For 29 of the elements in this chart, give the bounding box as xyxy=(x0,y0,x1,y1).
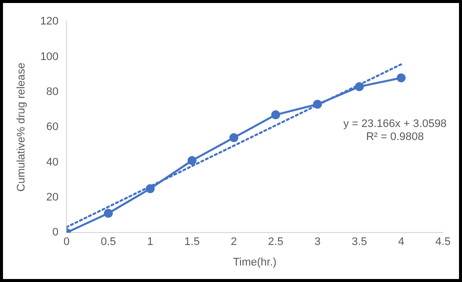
x-tick-label: 2 xyxy=(230,236,237,248)
x-tick-label: 3 xyxy=(314,236,321,248)
point xyxy=(104,208,113,218)
y-tick-label: 100 xyxy=(40,50,59,63)
y-tick-label: 60 xyxy=(46,121,59,134)
x-tick-label: 2.5 xyxy=(268,236,284,248)
y-tick-label: 20 xyxy=(46,191,59,204)
x-tick-label: 4 xyxy=(398,236,404,248)
x-tick-label: 4.5 xyxy=(435,236,451,248)
point xyxy=(229,133,238,142)
point xyxy=(271,110,280,120)
point xyxy=(354,82,364,92)
point xyxy=(396,73,406,82)
point xyxy=(313,100,322,109)
y-tick-label: 40 xyxy=(46,156,59,168)
x-tick-label: 1.5 xyxy=(184,236,200,248)
x-tick-label: 1 xyxy=(147,236,154,248)
y-tick-label: 0 xyxy=(52,226,59,239)
x-axis-title: Time(hr.) xyxy=(232,256,277,268)
x-tick-label: 0 xyxy=(63,236,70,248)
point xyxy=(146,184,155,194)
y-tick-label: 120 xyxy=(40,16,59,28)
x-tick-label: 3.5 xyxy=(352,236,367,248)
annotation: R² = 0.9808 xyxy=(366,131,424,144)
annotation: y = 23.166x + 3.0598 xyxy=(343,118,447,130)
y-axis-title: Cumulative% drug release xyxy=(16,62,28,192)
y-tick-label: 80 xyxy=(46,86,59,98)
x-tick-label: 0.5 xyxy=(100,236,116,248)
point xyxy=(188,156,197,166)
